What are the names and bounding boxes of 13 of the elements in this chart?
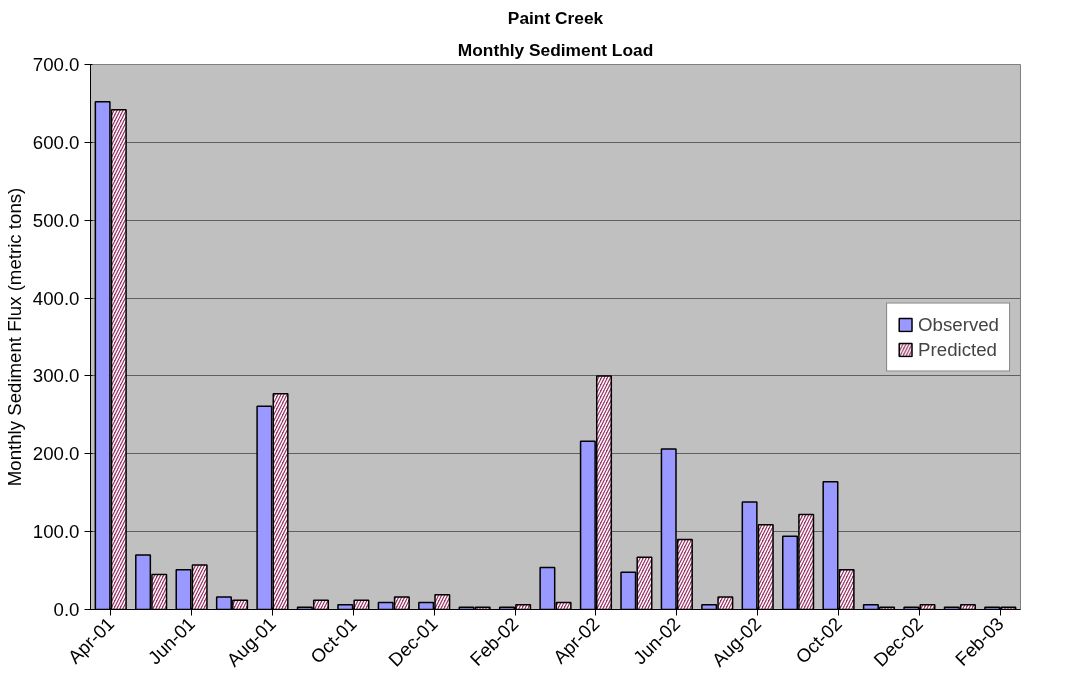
y-tick-label: 500.0 [32,209,80,231]
y-tick-label: 200.0 [32,443,80,465]
chart-title: Paint Creek [507,7,604,28]
y-tick-label: 300.0 [32,365,80,387]
legend-label: Predicted [918,338,997,360]
y-tick-label: 100.0 [32,521,80,543]
y-tick-label: 600.0 [32,131,80,153]
chart-subtitle: Monthly Sediment Load [457,39,654,60]
y-axis-title: Monthly Sediment Flux (metric tons) [3,187,25,487]
y-tick-label: 0.0 [53,599,80,620]
legend-label: Observed [918,313,999,335]
y-tick-label: 700.0 [32,54,80,75]
y-tick-label: 400.0 [32,287,80,309]
